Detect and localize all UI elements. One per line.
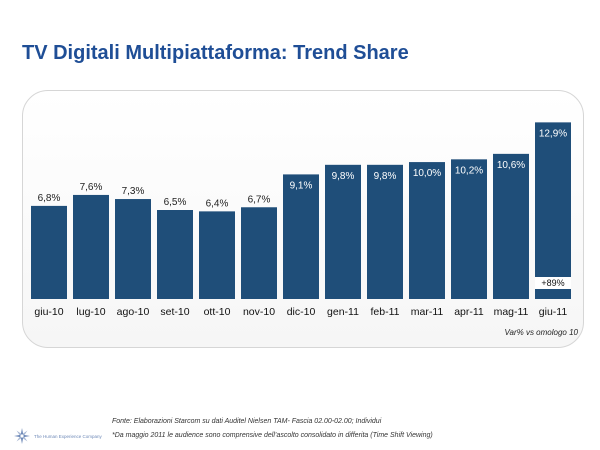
data-label: 6,4% <box>206 198 229 209</box>
bar <box>73 194 109 299</box>
x-tick-label: mag-11 <box>494 306 529 318</box>
bar <box>31 205 67 299</box>
methodology-note: *Da maggio 2011 le audience sono compren… <box>112 432 433 439</box>
chart-panel: 6,8% 7,6% 7,3% 6,5% 6,4% 6,7% 9,1% 9,8% 9,8% 10,0… <box>22 90 584 348</box>
data-label: 6,5% <box>164 197 187 208</box>
data-label: 9,8% <box>374 171 397 182</box>
data-label: 6,7% <box>248 194 271 205</box>
x-tick-label: lug-10 <box>76 306 105 318</box>
x-tick-label: giu-11 <box>539 306 568 318</box>
variation-footnote: Var% vs omologo 10 <box>504 328 578 337</box>
bar <box>451 159 487 299</box>
bar <box>157 210 193 299</box>
data-label: 6,8% <box>38 193 61 204</box>
x-tick-label: ago-10 <box>117 306 150 318</box>
data-label: 7,6% <box>80 182 103 193</box>
x-tick-label: apr-11 <box>454 306 484 318</box>
bar-chart: 6,8% 7,6% 7,3% 6,5% 6,4% 6,7% 9,1% 9,8% 9,8% 10,0… <box>31 122 571 318</box>
bar <box>535 122 571 299</box>
data-label: 7,3% <box>122 186 145 197</box>
bar <box>493 153 529 299</box>
data-label: 10,2% <box>455 165 483 176</box>
bar <box>409 162 445 299</box>
x-tick-label: set-10 <box>160 306 189 318</box>
x-tick-label: gen-11 <box>327 306 359 318</box>
source-note: Fonte: Elaborazioni Starcom su dati Audi… <box>112 418 382 425</box>
x-tick-label: dic-10 <box>287 306 316 318</box>
data-label: 10,0% <box>413 168 441 179</box>
data-label: 9,1% <box>290 180 313 191</box>
data-label: 10,6% <box>497 160 525 171</box>
bar <box>283 174 319 299</box>
bar <box>241 207 277 299</box>
x-tick-label: feb-11 <box>371 306 400 318</box>
x-tick-label: nov-10 <box>243 306 275 318</box>
x-tick-label: ott-10 <box>204 306 231 318</box>
annotation-band <box>535 277 571 289</box>
bar <box>367 164 403 299</box>
star-logo-icon <box>14 428 30 444</box>
page-title: TV Digitali Multipiattaforma: Trend Shar… <box>22 42 409 64</box>
x-tick-label: mar-11 <box>411 306 444 318</box>
bar <box>325 164 361 299</box>
logo-text: The Human Experience Company <box>34 433 102 439</box>
data-label: 9,8% <box>332 171 355 182</box>
company-logo: The Human Experience Company <box>14 428 102 444</box>
data-label: 12,9% <box>539 128 567 139</box>
x-tick-label: giu-10 <box>34 306 63 318</box>
bar <box>199 211 235 299</box>
variation-label: +89% <box>541 278 564 288</box>
bar <box>115 199 151 299</box>
